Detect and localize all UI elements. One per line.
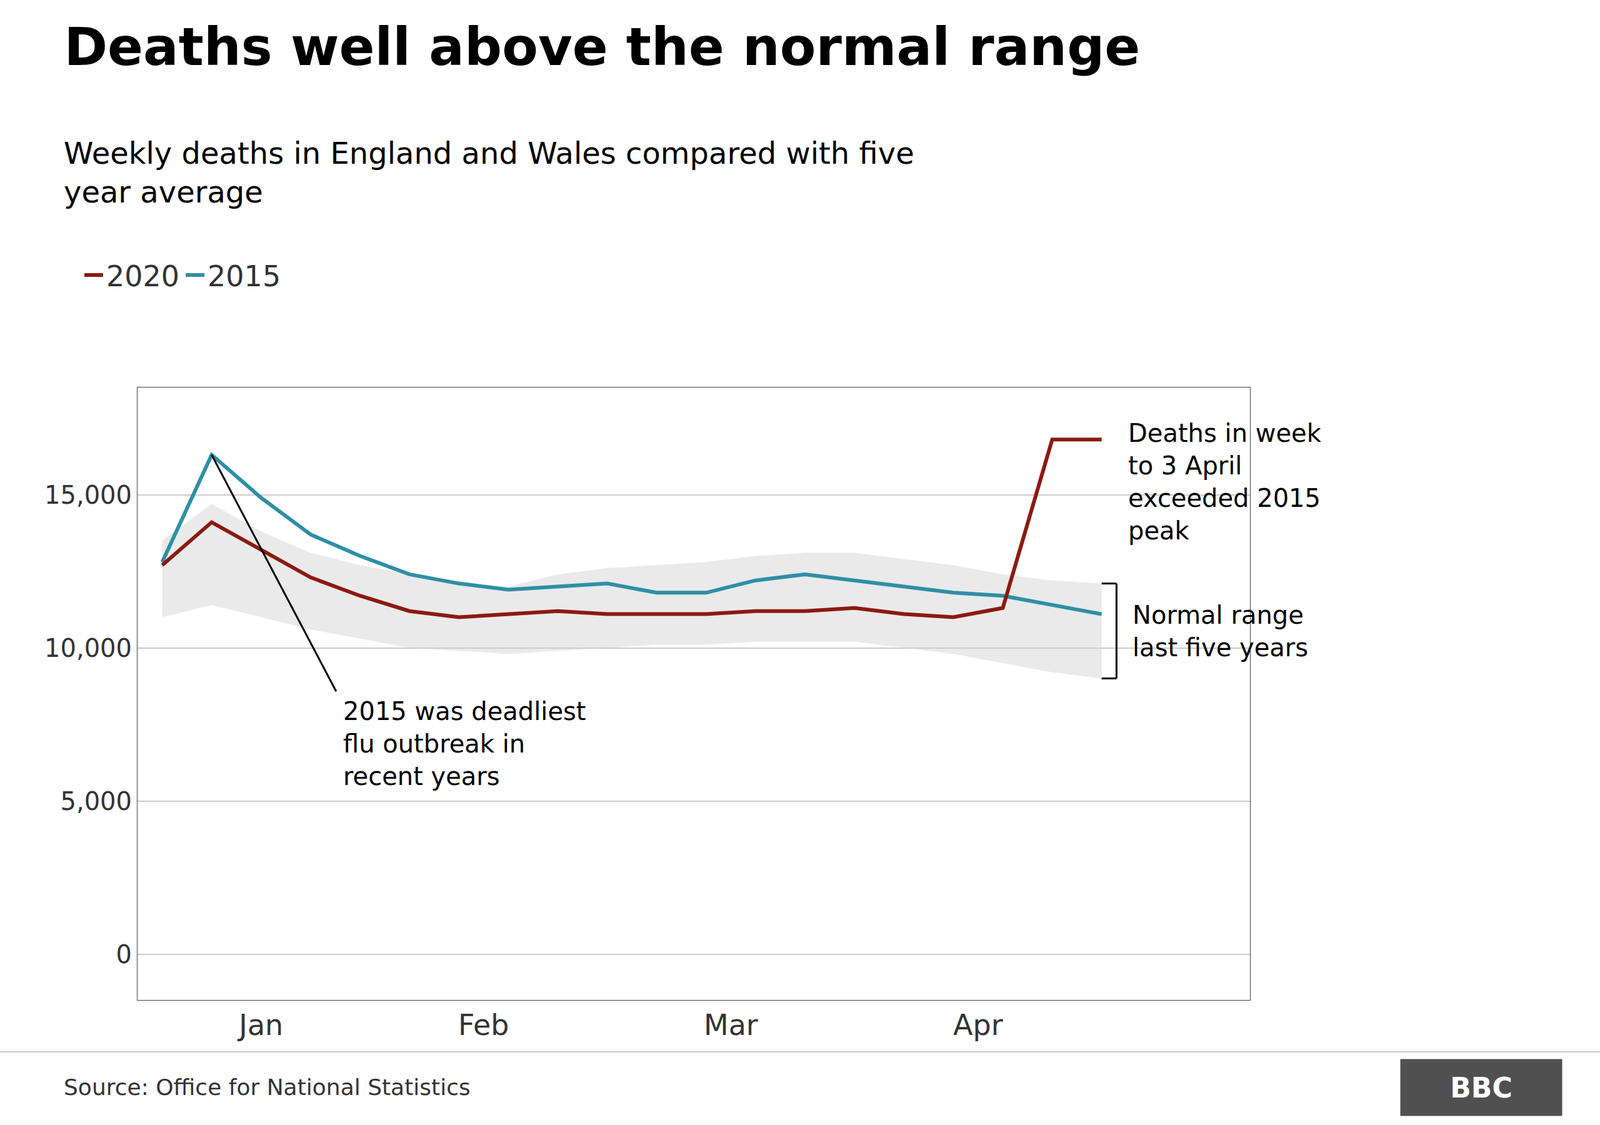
svg-text:Jan: Jan (236, 1008, 284, 1042)
svg-text:Source: Office for National St: Source: Office for National Statistics (63, 1074, 471, 1100)
svg-text:BBC: BBC (1450, 1071, 1512, 1104)
svg-text:Deaths in weekto 3 Aprilexceed: Deaths in weekto 3 Aprilexceeded 2015pea… (1128, 418, 1322, 545)
svg-text:Mar: Mar (703, 1008, 759, 1042)
svg-text:Deaths well above the normal r: Deaths well above the normal range (63, 16, 1140, 78)
svg-text:10,000: 10,000 (44, 633, 132, 663)
svg-text:Apr: Apr (953, 1008, 1004, 1042)
svg-text:Feb: Feb (458, 1008, 509, 1042)
svg-text:Weekly deaths in England and W: Weekly deaths in England and Wales compa… (63, 135, 915, 210)
svg-text:Normal rangelast five years: Normal rangelast five years (1132, 600, 1309, 662)
svg-text:0: 0 (116, 940, 132, 969)
svg-text:15,000: 15,000 (44, 480, 132, 510)
svg-text:5,000: 5,000 (60, 786, 132, 816)
svg-text:2020: 2020 (106, 259, 180, 294)
svg-text:2015: 2015 (207, 259, 281, 294)
svg-text:2015 was deadliestflu outbreak: 2015 was deadliestflu outbreak inrecent … (343, 696, 587, 791)
